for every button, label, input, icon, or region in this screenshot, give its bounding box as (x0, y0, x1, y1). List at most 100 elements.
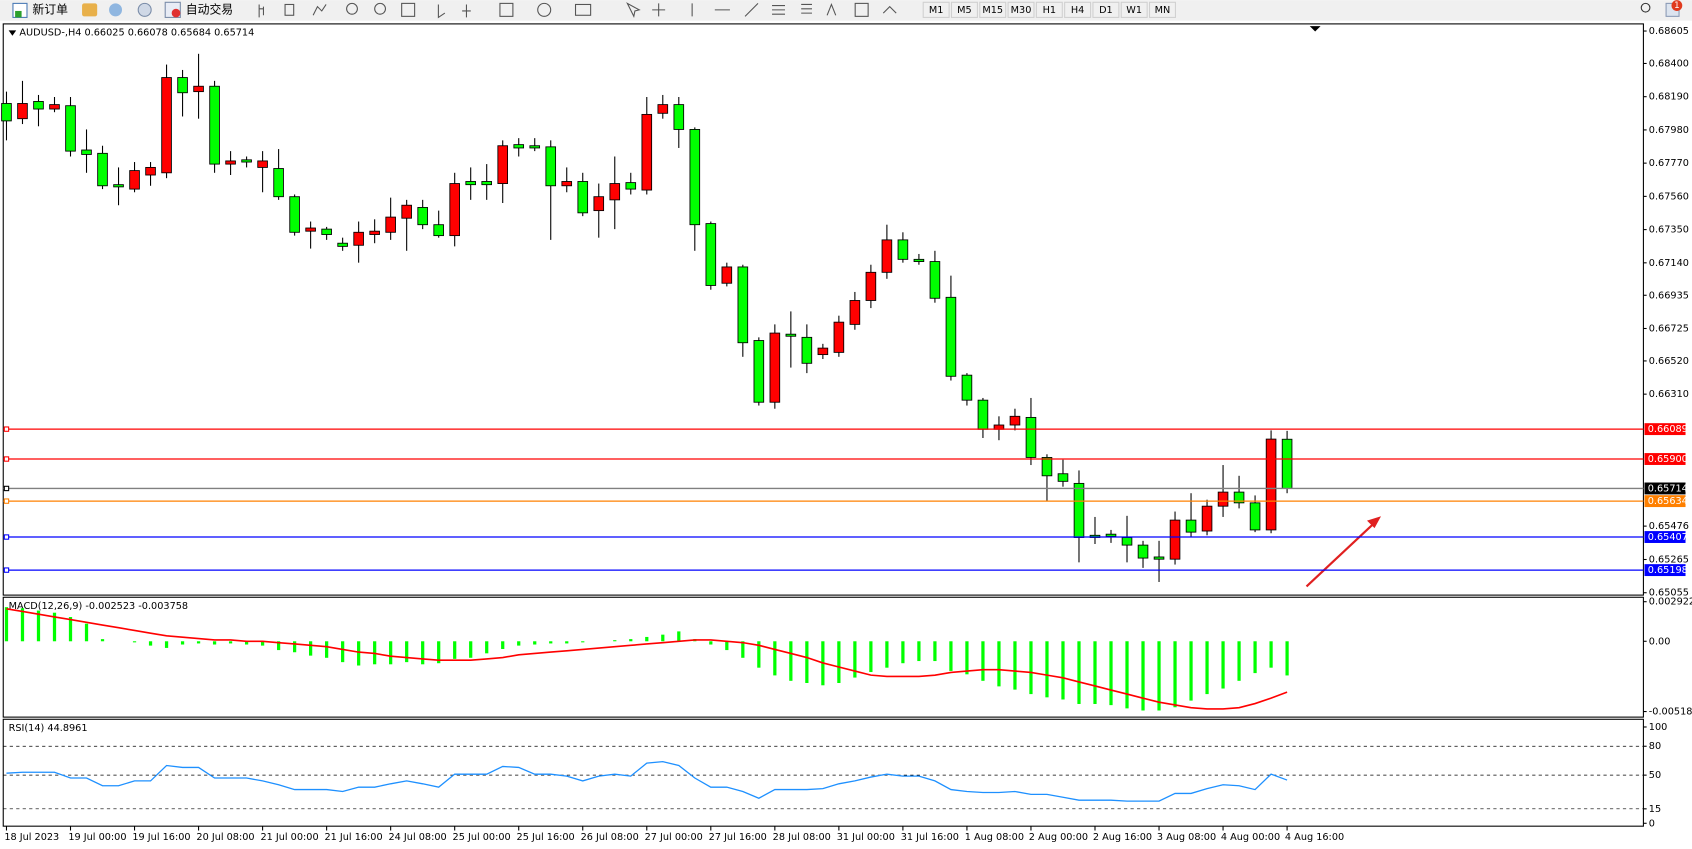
timeframe-label: M1 (929, 5, 944, 16)
candle-body (849, 300, 861, 325)
icon[interactable] (82, 3, 98, 17)
panels (2, 23, 1644, 827)
candle-body (801, 336, 813, 364)
candle-body (257, 160, 268, 168)
candle-body (833, 321, 845, 353)
candle-body (881, 239, 893, 273)
level-label-bg (1644, 423, 1686, 436)
x-tick-label: 2 Aug 00:00 (1029, 832, 1088, 843)
candle-body (145, 166, 156, 176)
level-handle (3, 567, 10, 573)
x-tick-label: 24 Jul 08:00 (389, 832, 447, 843)
timeframe-label: MN (1155, 5, 1171, 16)
candle-body (385, 216, 396, 233)
candle-body (401, 204, 412, 219)
x-tick-label: 19 Jul 00:00 (68, 832, 126, 843)
x-tick-label: 3 Aug 08:00 (1157, 832, 1216, 843)
icon[interactable] (401, 2, 416, 17)
candle-body (737, 266, 749, 344)
timeframe-button[interactable] (1148, 1, 1176, 18)
candle-body (417, 207, 428, 226)
auto-trading-button[interactable]: 自动交易 (164, 1, 233, 18)
icon[interactable] (437, 4, 446, 19)
timeframe-button[interactable] (1092, 1, 1120, 18)
new-order-button[interactable]: 新订单 (12, 2, 68, 18)
timeframe-button[interactable] (1035, 1, 1063, 18)
icon[interactable] (854, 2, 869, 17)
candle-body (817, 347, 829, 356)
candle-body (81, 149, 92, 155)
icon[interactable] (882, 5, 897, 14)
panel-title: AUDUSD-,H4 0.66025 0.66078 0.65684 0.657… (19, 28, 254, 39)
timeframe-label: W1 (1126, 5, 1142, 16)
level-handle (3, 485, 10, 492)
x-tick-label: 27 Jul 00:00 (645, 832, 703, 843)
icon[interactable] (462, 4, 471, 18)
button-label: 新订单 (32, 2, 68, 16)
icon[interactable] (826, 3, 837, 16)
timeframe-button[interactable] (922, 1, 950, 18)
x-tick-label: 4 Aug 00:00 (1221, 832, 1280, 843)
icon[interactable] (574, 3, 592, 16)
icon[interactable] (374, 2, 387, 15)
y-tick-label: 0.68605 (1649, 26, 1689, 37)
icon[interactable] (626, 2, 641, 18)
level-label: 0.66089 (1648, 424, 1688, 435)
plot-layer: AUDUSD-,H4 0.66025 0.66078 0.65684 0.657… (1, 26, 1692, 843)
timeframe-label: M15 (982, 5, 1003, 16)
icon[interactable] (312, 4, 327, 16)
search-icon[interactable] (1640, 2, 1651, 13)
timeframe-button[interactable] (950, 1, 978, 18)
level-handle (3, 426, 10, 432)
candle-body (1, 103, 12, 122)
icon[interactable] (346, 2, 358, 15)
candle-body (593, 196, 605, 212)
candle-body (961, 374, 973, 401)
button-label: 自动交易 (186, 2, 233, 16)
candle-body (1169, 519, 1181, 560)
candle-body (305, 227, 316, 232)
icon[interactable] (258, 4, 265, 18)
x-tick-label: 2 Aug 16:00 (1093, 832, 1152, 843)
x-tick-label: 1 Aug 08:00 (965, 832, 1024, 843)
x-tick-label: 26 Jul 08:00 (581, 832, 639, 843)
timeframe-bar: M1 M5 M15 M30 H1 H4 D1 W1 MN (922, 1, 1176, 18)
candle-body (1153, 556, 1165, 560)
icon[interactable] (137, 2, 152, 17)
icon[interactable] (537, 2, 552, 17)
candle-body (945, 296, 957, 377)
timeframe-button[interactable] (1064, 1, 1092, 18)
icon[interactable] (284, 3, 295, 16)
candle-body (481, 181, 492, 186)
candle-body (609, 183, 621, 201)
x-tick-label: 27 Jul 16:00 (709, 832, 767, 843)
icon[interactable] (652, 3, 666, 17)
candle-body (865, 271, 877, 301)
timeframe-button[interactable] (1120, 1, 1148, 18)
level-label-bg (1644, 495, 1686, 508)
y-tick-label: 0 (1649, 818, 1655, 829)
candle-body (657, 104, 669, 114)
candle-body (1265, 438, 1277, 531)
timeframe-button[interactable] (979, 1, 1007, 18)
candle-body (705, 223, 717, 286)
icon[interactable] (691, 3, 812, 17)
y-tick-label: 0.66935 (1649, 290, 1689, 301)
icon[interactable] (109, 3, 123, 17)
candle-body (785, 333, 797, 337)
x-tick-label: 25 Jul 16:00 (517, 832, 575, 843)
icon[interactable] (499, 2, 514, 17)
candle-body (1025, 416, 1037, 458)
candle-body (753, 340, 765, 403)
rsi-panel (2, 718, 1644, 827)
timeframe-button[interactable] (1007, 1, 1035, 18)
panel-title: MACD(12,26,9) -0.002523 -0.003758 (9, 601, 188, 612)
candle-body (1185, 519, 1197, 533)
candle-body (97, 152, 108, 187)
y-tick-label: 0.66725 (1649, 323, 1689, 334)
macd-panel (2, 596, 1644, 718)
candle-body (977, 399, 989, 430)
candle-body (129, 170, 140, 190)
level-handle (3, 456, 10, 462)
